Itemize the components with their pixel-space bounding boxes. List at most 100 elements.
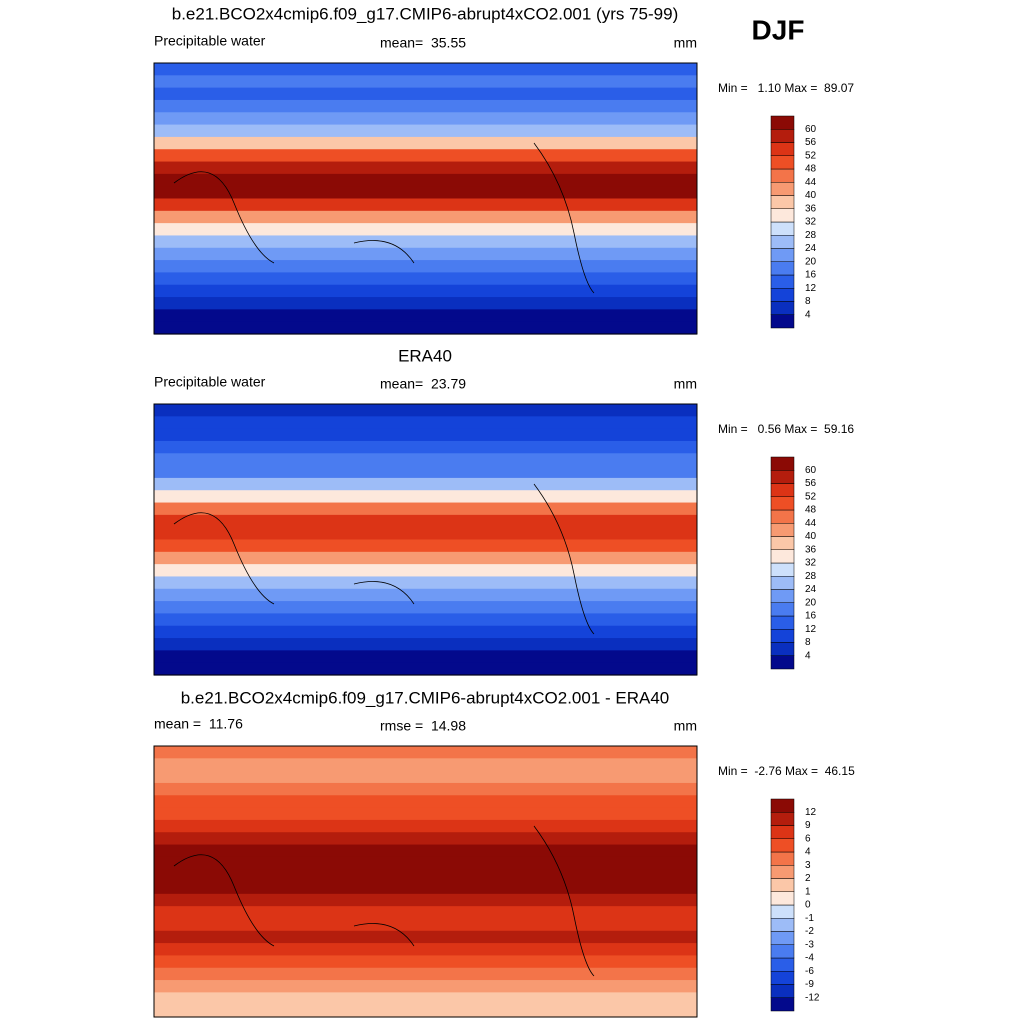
colorbar-label: 4: [805, 650, 811, 661]
map-band: [154, 980, 697, 993]
map-band: [154, 99, 697, 113]
colorbar-label: 24: [805, 243, 817, 254]
colorbar-box: [770, 509, 795, 524]
panel-unit: mm: [674, 35, 697, 51]
map-band: [154, 844, 697, 858]
map-band: [154, 309, 697, 323]
colorbar-box: [770, 129, 795, 143]
colorbar-label: -3: [805, 939, 814, 950]
colorbar-box: [770, 944, 795, 959]
map-band: [154, 770, 697, 784]
map-band: [154, 136, 697, 150]
colorbar-label: -4: [805, 953, 814, 964]
colorbar-box: [770, 536, 795, 550]
colorbar-label: 3: [805, 860, 811, 871]
colorbar-box: [770, 642, 795, 656]
colorbar-label: 32: [805, 217, 817, 228]
map-band: [154, 198, 697, 212]
colorbar-box: [770, 931, 795, 945]
coastline: [173, 483, 595, 635]
colorbar-box: [770, 155, 795, 170]
map-band: [154, 416, 697, 430]
panel-title: b.e21.BCO2x4cmip6.f09_g17.CMIP6-abrupt4x…: [181, 688, 670, 707]
colorbar-box: [770, 562, 795, 577]
map: [153, 745, 698, 1018]
colorbar-box: [770, 891, 795, 906]
colorbar-box: [770, 615, 795, 630]
colorbar-label: 44: [805, 177, 817, 188]
map-band: [154, 404, 697, 417]
map-band: [154, 638, 697, 651]
colorbar-box: [770, 865, 795, 879]
colorbar-box: [770, 798, 795, 813]
colorbar-box: [770, 838, 795, 853]
colorbar-label: 56: [805, 137, 817, 148]
map-band: [154, 186, 697, 200]
map-band: [154, 625, 697, 639]
colorbar-label: -9: [805, 979, 814, 990]
map-band: [154, 1004, 697, 1018]
colorbar-label: 60: [805, 465, 817, 476]
map-band: [154, 527, 697, 541]
map-band: [154, 63, 697, 76]
colorbar-label: 20: [805, 597, 817, 608]
map-band: [154, 832, 697, 846]
min-max: Min = 0.56 Max = 59.16: [718, 422, 854, 436]
map-band: [154, 588, 697, 602]
map-band: [154, 173, 697, 187]
colorbar-box: [770, 918, 795, 932]
panel-left-label: mean = 11.76: [154, 716, 243, 732]
colorbar-label: 36: [805, 203, 817, 214]
colorbar-box: [770, 235, 795, 249]
map-band: [154, 284, 697, 298]
panel-center-label: mean= 35.55: [380, 35, 466, 51]
colorbar-label: 9: [805, 820, 811, 831]
colorbar-box: [770, 851, 795, 866]
colorbar-label: 24: [805, 584, 817, 595]
panel-left-label: Precipitable water: [154, 33, 266, 49]
map-band: [154, 440, 697, 454]
colorbar-box: [770, 248, 795, 262]
colorbar-label: 32: [805, 558, 817, 569]
colorbar-box: [770, 825, 795, 839]
map-band: [154, 955, 697, 969]
colorbar-label: -2: [805, 926, 814, 937]
colorbar-box: [770, 576, 795, 590]
colorbar-box: [770, 629, 795, 643]
map-band: [154, 795, 697, 809]
colorbar-label: 60: [805, 124, 817, 135]
map-band: [154, 819, 697, 833]
map-band: [154, 502, 697, 516]
map-band: [154, 453, 697, 467]
map-band: [154, 210, 697, 224]
colorbar-label: 16: [805, 270, 817, 281]
map-band: [154, 746, 697, 759]
map-band: [154, 992, 697, 1006]
map-band: [154, 650, 697, 664]
colorbar-box: [770, 878, 795, 892]
colorbar-label: 40: [805, 531, 817, 542]
panel-unit: mm: [674, 718, 697, 734]
colorbar-box: [770, 549, 795, 564]
colorbar-box: [770, 470, 795, 484]
map-band: [154, 149, 697, 163]
map-band: [154, 235, 697, 249]
panel-title: b.e21.BCO2x4cmip6.f09_g17.CMIP6-abrupt4x…: [172, 4, 678, 23]
map-band: [154, 514, 697, 528]
colorbar-box: [770, 523, 795, 537]
colorbar-label: -6: [805, 966, 814, 977]
map-band: [154, 881, 697, 895]
map-frame: [153, 745, 698, 1018]
map-band: [154, 893, 697, 907]
colorbar-label: -12: [805, 992, 820, 1003]
map-band: [154, 943, 697, 957]
colorbar-box: [770, 301, 795, 315]
map-band: [154, 758, 697, 772]
map-band: [154, 967, 697, 981]
map-band: [154, 321, 697, 335]
map-band: [154, 247, 697, 261]
colorbar-label: 52: [805, 491, 817, 502]
map-band: [154, 260, 697, 274]
map-band: [154, 465, 697, 479]
map-band: [154, 551, 697, 565]
